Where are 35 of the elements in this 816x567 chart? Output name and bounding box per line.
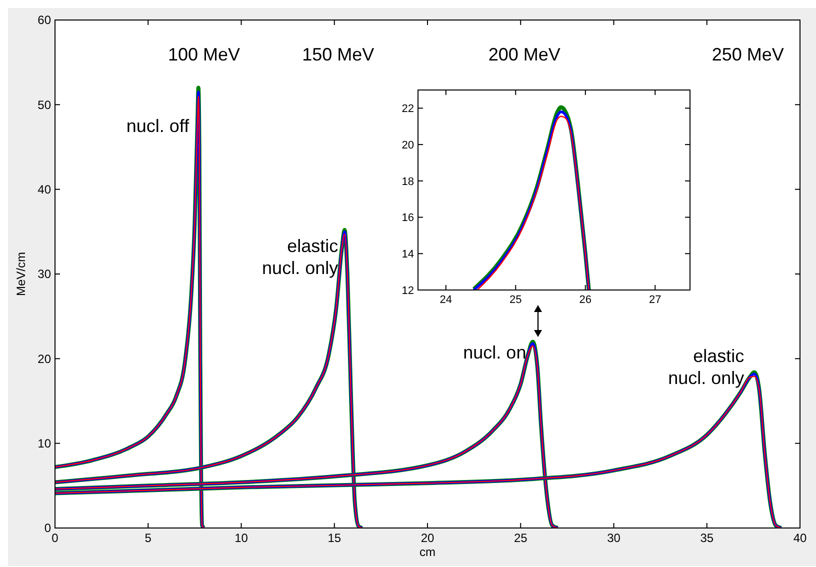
y-tick-label: 22 <box>402 103 414 116</box>
x-tick-label: 35 <box>700 531 714 545</box>
annotation: 100 MeV <box>168 44 240 65</box>
y-tick-label: 30 <box>38 267 52 282</box>
y-tick-label: 16 <box>402 212 414 224</box>
annotation: 150 MeV <box>302 44 374 65</box>
annotation: nucl. off <box>126 116 190 136</box>
annotation: 200 MeV <box>488 44 560 65</box>
y-tick-label: 12 <box>402 284 414 297</box>
annotation: elastic nucl. only <box>668 346 744 388</box>
y-tick-label: 10 <box>38 436 52 451</box>
x-tick-label: 24 <box>440 294 452 306</box>
x-tick-label: 26 <box>579 294 592 306</box>
y-tick-label: 20 <box>38 352 52 366</box>
x-tick-label: 27 <box>649 294 662 306</box>
x-tick-label: 15 <box>328 531 342 545</box>
x-tick-label: 5 <box>144 531 152 545</box>
x-tick-label: 10 <box>234 531 248 545</box>
annotation: nucl. on <box>463 342 526 363</box>
annotation: elastic nucl. only <box>262 236 338 278</box>
y-tick-label: 50 <box>38 98 52 112</box>
x-tick-label: 20 <box>420 531 434 545</box>
x-tick-label: 25 <box>514 531 528 545</box>
y-tick-label: 14 <box>402 248 414 260</box>
y-tick-label: 20 <box>402 139 414 152</box>
y-tick-label: 18 <box>402 176 414 188</box>
x-tick-label: 40 <box>793 531 807 545</box>
y-axis-title: MeV/cm <box>14 252 28 296</box>
y-tick-label: 40 <box>38 182 52 197</box>
x-tick-label: 25 <box>510 294 522 306</box>
annotation: 250 MeV <box>712 44 784 65</box>
x-axis-title: cm <box>420 545 436 559</box>
y-tick-label: 0 <box>44 521 52 536</box>
y-tick-label: 60 <box>38 13 52 28</box>
x-tick-label: 30 <box>607 531 621 545</box>
